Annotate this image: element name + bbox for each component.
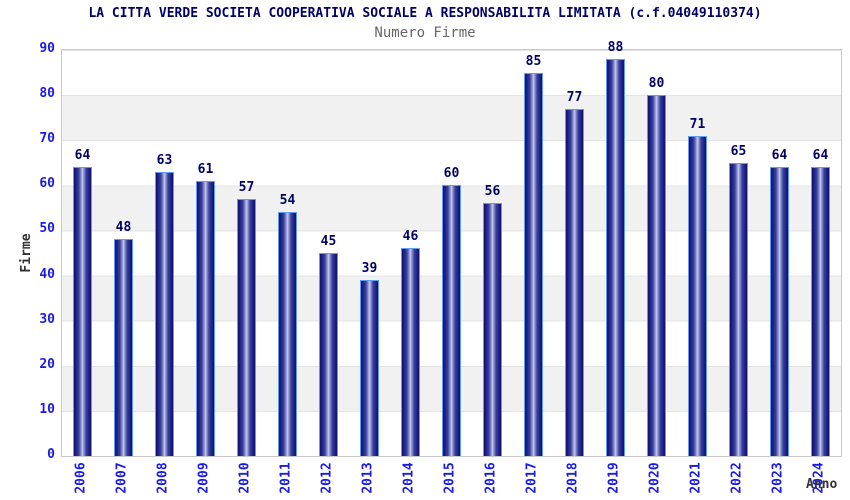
bar [565,109,584,456]
bar-value-label: 80 [648,76,665,91]
bar [647,95,666,456]
x-tick-label: 2015 [442,462,458,494]
bar [114,239,133,456]
y-tick-label: 30 [39,311,55,327]
x-tick-label: 2010 [237,462,253,494]
y-tick-label: 40 [39,266,55,282]
y-tick-label: 60 [39,176,55,192]
bar-value-label: 71 [689,117,706,132]
bar-value-label: 65 [730,144,747,159]
bar-value-label: 64 [74,148,91,163]
x-tick-label: 2016 [483,462,499,494]
x-tick-label: 2021 [688,462,704,494]
x-tick-label: 2009 [196,462,212,494]
y-tick-label: 0 [47,447,55,462]
x-tick-label: 2023 [770,462,786,494]
y-tick-label: 70 [39,131,55,147]
x-axis-title: Anno [806,477,838,492]
y-tick-label: 20 [39,356,55,372]
bar-value-label: 46 [402,229,419,244]
bar [729,163,748,456]
bar [155,172,174,456]
x-tick-label: 2018 [565,462,581,494]
bar [524,73,543,456]
bar [770,167,789,456]
bar [237,199,256,456]
bar [483,203,502,456]
bar [401,248,420,456]
x-tick-label: 2017 [524,462,540,494]
bar-value-label: 77 [566,90,583,105]
y-tick-label: 80 [39,86,55,102]
x-tick-label: 2020 [647,462,663,494]
x-tick-label: 2019 [606,462,622,494]
y-tick-label: 10 [39,401,55,417]
bar-value-label: 60 [443,166,460,181]
bar [606,59,625,456]
bar [442,185,461,456]
bar-value-label: 56 [484,184,501,199]
bar [73,167,92,456]
bar [319,253,338,456]
bar-value-label: 88 [607,40,624,55]
x-tick-label: 2007 [114,462,130,494]
plot-area: 64 48 63 61 57 54 45 39 46 60 56 85 77 88 80 71 65 64 64 [61,40,842,457]
bar [360,280,379,456]
bar-value-label: 64 [771,148,788,163]
bar-value-label: 48 [115,220,132,235]
bar-value-label: 57 [238,180,255,195]
x-tick-label: 2022 [729,462,745,494]
bar-value-label: 85 [525,54,542,69]
bar [811,167,830,456]
bar-value-label: 63 [156,153,173,168]
x-tick-label: 2008 [155,462,171,494]
chart-title: LA CITTA VERDE SOCIETA COOPERATIVA SOCIA… [88,6,762,21]
bar-value-label: 64 [812,148,829,163]
bar-value-label: 39 [361,261,378,276]
x-tick-label: 2011 [278,462,294,494]
bar [278,212,297,456]
y-tick-label: 90 [39,41,55,56]
bar [688,136,707,456]
bar-value-label: 45 [320,234,337,249]
x-tick-label: 2013 [360,462,376,494]
bar-value-label: 61 [197,162,214,177]
x-tick-label: 2006 [73,462,89,494]
bar [196,181,215,456]
y-tick-label: 50 [39,221,55,237]
bar-value-label: 54 [279,193,296,208]
x-tick-label: 2014 [401,462,417,494]
x-tick-label: 2012 [319,462,335,494]
chart-subtitle: Numero Firme [374,25,476,41]
